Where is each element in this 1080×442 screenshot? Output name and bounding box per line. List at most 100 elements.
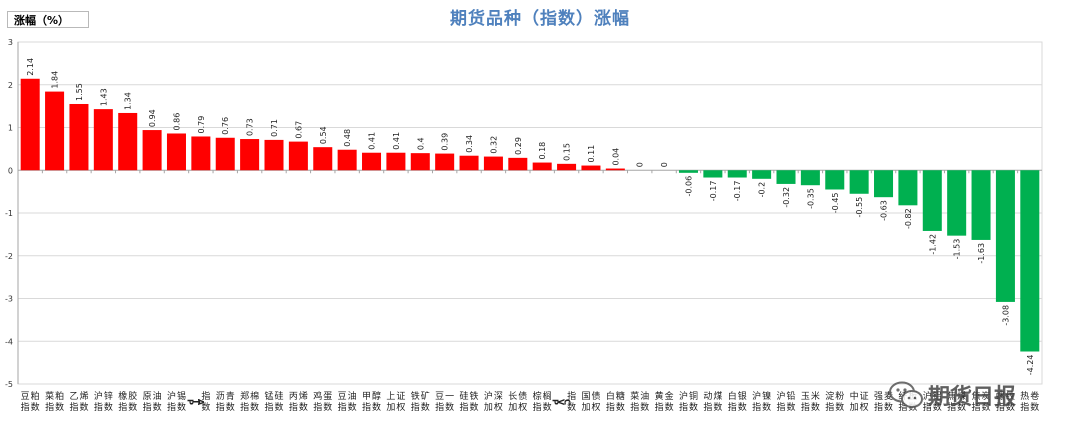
data-label: -0.55 [855, 197, 864, 218]
y-tick-label: 0 [8, 166, 13, 175]
bar [215, 137, 235, 171]
bar [508, 157, 528, 171]
bar [386, 152, 406, 171]
bar [898, 170, 918, 206]
y-tick-label: 3 [8, 38, 13, 47]
data-label: -0.2 [758, 182, 767, 198]
category-label: 沪指铜数 [679, 390, 698, 413]
y-axis-unit-label: 涨幅（%） [7, 11, 89, 28]
wechat-icon [889, 381, 923, 408]
data-label: 0.04 [611, 148, 620, 166]
data-label: -0.82 [904, 208, 913, 229]
bar [118, 112, 138, 171]
category-label: 丙指烯数 [289, 390, 308, 413]
category-label: 乙指烯数 [69, 390, 88, 413]
bar [995, 170, 1015, 302]
bar [678, 170, 698, 173]
category-label: PTA指数 [185, 390, 210, 413]
category-label: 黄指金数 [655, 390, 674, 413]
data-label: 0.41 [392, 132, 401, 150]
category-label: 白指银数 [728, 390, 747, 413]
data-label: 0.11 [587, 145, 596, 163]
category-label: 原指油数 [143, 390, 162, 413]
data-label: -0.35 [806, 188, 815, 209]
data-label: -4.24 [1026, 355, 1035, 376]
data-label: -0.17 [709, 181, 718, 202]
data-label: 0.32 [489, 136, 498, 154]
category-label: 上加证权 [386, 391, 405, 413]
category-label: 棕指榈数 [533, 390, 552, 413]
bar [483, 156, 503, 171]
bar [459, 155, 479, 171]
category-label: 强指麦数 [874, 390, 893, 413]
data-label: -1.42 [928, 234, 937, 255]
data-label: 0.54 [319, 126, 328, 144]
category-label: 沥指青数 [216, 390, 235, 413]
bar [93, 109, 113, 171]
category-label: 菜指油数 [630, 390, 649, 413]
category-label: 螺指纹数 [996, 390, 1015, 413]
data-label: -3.08 [1001, 305, 1010, 326]
data-label: 0.71 [270, 119, 279, 137]
bar [752, 170, 772, 179]
data-label: 0 [636, 162, 645, 167]
category-label: 玉指米数 [801, 390, 820, 413]
bar [45, 91, 65, 171]
bar [142, 130, 162, 171]
y-tick-label: 2 [8, 81, 13, 90]
bar [776, 170, 796, 184]
data-label: -0.45 [831, 192, 840, 213]
bar [947, 170, 967, 236]
category-label: 长加债权 [508, 390, 527, 413]
category-label: 淀指粉数 [825, 390, 844, 413]
data-label: -1.63 [977, 243, 986, 264]
category-label: PVC指数 [551, 390, 576, 413]
bar [435, 153, 455, 171]
category-label: 中加证权 [850, 390, 869, 413]
category-label: 菜指粕数 [45, 390, 64, 413]
data-label: 0.73 [246, 118, 255, 136]
data-label: 0.15 [563, 143, 572, 161]
bar [191, 136, 211, 171]
category-label: 沪指镍数 [752, 390, 771, 413]
bar [581, 165, 601, 171]
data-label: 0.76 [221, 117, 230, 135]
data-label: 2.14 [26, 58, 35, 76]
data-label: 0.48 [343, 129, 352, 147]
y-tick-label: -4 [5, 337, 13, 346]
data-label: 1.43 [99, 88, 108, 106]
data-label: 0.34 [465, 135, 474, 153]
bar [703, 170, 723, 178]
bar [264, 139, 284, 171]
bar [532, 162, 552, 171]
data-label: 1.84 [51, 71, 60, 89]
bar [1020, 170, 1040, 352]
data-label: -1.53 [953, 239, 962, 260]
data-label: 0.41 [368, 132, 377, 150]
category-label: 锰指硅数 [264, 390, 283, 413]
bar [971, 170, 991, 240]
bar [240, 139, 260, 171]
y-tick-label: -2 [5, 252, 13, 261]
bar [825, 170, 845, 190]
category-label: 国加债权 [581, 390, 600, 413]
data-label: 0.4 [416, 137, 425, 150]
category-label: 豆指一数 [435, 391, 454, 413]
data-label: 0.94 [148, 109, 157, 127]
category-label: 甲指醇数 [362, 390, 381, 413]
bar [800, 170, 820, 186]
category-label: 铁指矿数 [411, 390, 430, 413]
bar [313, 147, 333, 171]
bar [922, 170, 942, 231]
data-label: 0.18 [538, 142, 547, 160]
watermark-text: 期货日报 [928, 385, 1017, 410]
category-label: 动指煤数 [703, 390, 722, 413]
data-label: -0.06 [684, 176, 693, 197]
bar [69, 103, 89, 171]
y-tick-label: -5 [5, 380, 13, 389]
y-tick-label: -1 [5, 209, 13, 218]
bar [362, 152, 382, 171]
chart-title: 期货品种（指数）涨幅 [450, 9, 630, 29]
